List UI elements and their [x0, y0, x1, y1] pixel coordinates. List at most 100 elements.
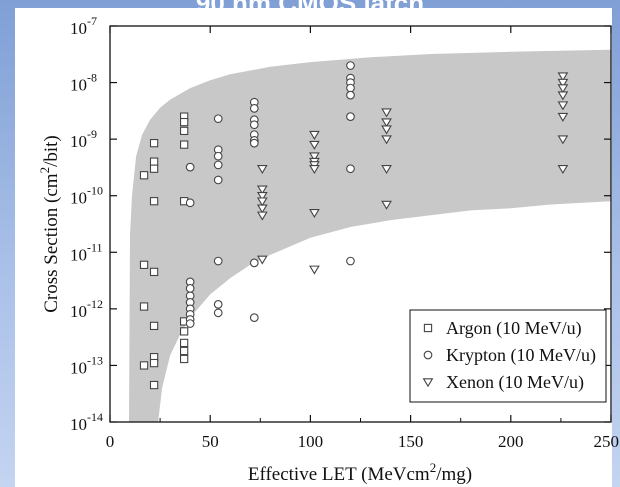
plot-frame — [109, 25, 612, 423]
square-point — [139, 260, 149, 269]
square-point — [179, 327, 189, 336]
circle-point — [249, 313, 259, 322]
circle-point — [185, 162, 195, 172]
triangle-point — [256, 255, 268, 265]
x-tick-label: 150 — [398, 432, 424, 451]
triangle-point — [309, 130, 320, 140]
circle-point — [346, 164, 355, 174]
y-tick-label: 10-10 — [70, 184, 103, 208]
circle-point — [249, 104, 259, 113]
triangle-point — [309, 152, 320, 162]
circle-point — [213, 151, 223, 161]
legend-label: Xenon (10 MeV/u) — [446, 372, 584, 393]
circle-point — [185, 319, 195, 328]
series-triangle — [256, 72, 569, 275]
square-point — [179, 140, 189, 149]
triangle-point — [256, 211, 268, 221]
circle-point — [213, 160, 223, 170]
triangle-point — [557, 72, 569, 82]
square-point — [149, 197, 159, 206]
triangle-point — [557, 112, 569, 122]
legend: Argon (10 MeV/u) Krypton (10 MeV/u) Xenon … — [409, 309, 607, 403]
confidence-band — [129, 49, 611, 422]
triangle-point — [381, 135, 392, 145]
legend-marker-square — [423, 323, 433, 333]
triangle-point — [381, 108, 392, 118]
triangle-point — [309, 265, 320, 275]
circle-point — [185, 284, 195, 293]
triangle-point — [381, 200, 392, 210]
circle-point — [249, 120, 259, 130]
x-tick-label: 100 — [298, 432, 324, 451]
triangle-point — [557, 101, 569, 111]
y-tick-label: 10-11 — [70, 240, 103, 264]
circle-point — [213, 308, 223, 318]
triangle-point — [256, 204, 268, 214]
y-tick-labels: 10-14 10-13 10-12 10-11 10-10 10-9 10-8 10-7 — [70, 14, 103, 434]
triangle-point — [309, 164, 320, 174]
circle-point — [346, 256, 355, 266]
triangle-point — [557, 84, 569, 94]
square-point — [139, 361, 149, 370]
square-point — [139, 171, 149, 180]
circle-point — [249, 138, 259, 148]
x-tick-label: 50 — [202, 432, 219, 451]
legend-label: Argon (10 MeV/u) — [446, 318, 582, 339]
triangle-point — [557, 164, 569, 174]
y-tick-label: 10-13 — [70, 353, 103, 377]
triangle-point — [557, 78, 569, 88]
circle-point — [346, 61, 355, 70]
series-circle — [185, 61, 355, 328]
square-point — [149, 321, 159, 331]
triangle-point — [381, 125, 392, 135]
circle-point — [249, 258, 259, 268]
triangle-point — [557, 91, 569, 101]
y-tick-label: 10-12 — [70, 297, 103, 321]
y-tick-label: 10-9 — [70, 127, 97, 151]
x-tick-label: 200 — [498, 432, 524, 451]
data-points — [139, 61, 569, 390]
triangle-point — [381, 164, 392, 174]
triangle-point — [256, 197, 268, 207]
square-point — [139, 302, 149, 311]
triangle-point — [256, 164, 268, 174]
triangle-point — [309, 208, 320, 219]
triangle-point — [557, 135, 569, 145]
square-point — [149, 157, 159, 166]
legend-marker-circle — [423, 350, 433, 360]
y-tick-label: 10-8 — [70, 71, 97, 95]
y-tick-label: 10-14 — [70, 410, 103, 434]
square-point — [149, 164, 159, 173]
circle-point — [213, 256, 223, 266]
x-tick-label: 250 — [594, 432, 620, 451]
legend-marker-triangle — [422, 378, 434, 388]
legend-label: Krypton (10 MeV/u) — [446, 345, 596, 366]
triangle-point — [381, 118, 392, 128]
square-point — [149, 358, 159, 368]
circle-point — [213, 114, 223, 124]
square-point — [179, 338, 189, 348]
circle-point — [185, 198, 195, 208]
square-point — [179, 117, 189, 127]
circle-point — [213, 175, 223, 185]
x-axis-title: Effective LET (MeVcm2/mg) — [248, 460, 472, 485]
circle-point — [213, 300, 223, 309]
square-point — [179, 354, 189, 364]
triangle-point — [309, 140, 320, 150]
square-point — [149, 380, 159, 390]
legend-box — [409, 309, 607, 403]
square-point — [179, 346, 189, 356]
circle-point — [346, 112, 355, 121]
x-tick-labels: 0 50 100 150 200 250 — [106, 432, 619, 451]
square-point — [179, 126, 189, 136]
square-point — [149, 267, 159, 277]
triangle-point — [256, 191, 268, 201]
circle-point — [346, 90, 355, 100]
circle-point — [346, 83, 355, 93]
y-tick-label: 10-7 — [70, 14, 97, 38]
square-point — [149, 138, 159, 148]
y-axis-title: Cross Section (cm2/bit) — [37, 135, 62, 313]
series-square — [139, 112, 189, 390]
x-tick-label: 0 — [106, 432, 115, 451]
